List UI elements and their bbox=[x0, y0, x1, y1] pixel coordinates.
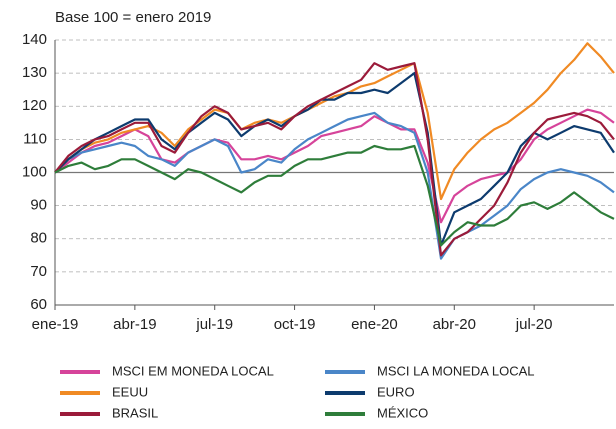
series-line bbox=[54, 71, 615, 247]
x-tick-label: abr-19 bbox=[113, 316, 156, 333]
chart-subtitle: Base 100 = enero 2019 bbox=[55, 9, 211, 26]
y-tick-label: 110 bbox=[23, 130, 47, 147]
legend-label: EEUU bbox=[112, 384, 148, 399]
x-tick-label: ene-20 bbox=[351, 316, 398, 333]
legend-label: MÉXICO bbox=[377, 405, 428, 420]
y-tick-label: 60 bbox=[30, 296, 47, 313]
x-tick-label: ene-19 bbox=[32, 316, 79, 333]
series-line bbox=[54, 111, 615, 260]
legend-label: BRASIL bbox=[112, 405, 158, 420]
legend-label: EURO bbox=[377, 384, 415, 399]
x-tick-label: jul-19 bbox=[195, 316, 233, 333]
x-tick-label: jul-20 bbox=[515, 316, 553, 333]
x-tick-label: abr-20 bbox=[433, 316, 476, 333]
y-tick-label: 70 bbox=[30, 263, 47, 280]
y-tick-label: 100 bbox=[22, 163, 47, 180]
y-tick-label: 120 bbox=[22, 97, 47, 114]
series-line bbox=[54, 108, 615, 224]
legend-label: MSCI LA MONEDA LOCAL bbox=[377, 363, 535, 378]
y-tick-label: 140 bbox=[22, 31, 47, 48]
y-tick-label: 90 bbox=[30, 197, 47, 214]
y-tick-label: 130 bbox=[22, 64, 47, 81]
series-line bbox=[54, 144, 615, 247]
y-tick-label: 80 bbox=[30, 230, 47, 247]
series-line bbox=[54, 42, 615, 201]
legend-label: MSCI EM MONEDA LOCAL bbox=[112, 363, 274, 378]
x-tick-label: oct-19 bbox=[274, 316, 316, 333]
series-line bbox=[54, 62, 615, 257]
